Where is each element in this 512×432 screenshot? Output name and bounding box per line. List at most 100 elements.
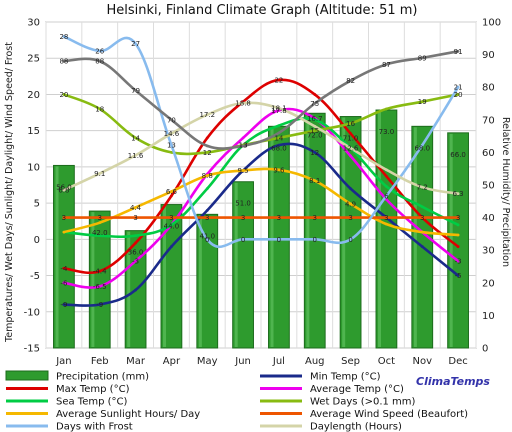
data-label: 8.1: [309, 177, 320, 185]
series-point: [313, 102, 317, 105]
y-tick-left: 30: [27, 18, 40, 29]
series-point: [277, 237, 281, 241]
data-labels: -4 -4.4 22 -9 -9 12 -5 -6 -6.5 -3 17.8 16.7 -3 13 12.6…: [56, 33, 466, 309]
data-label: 3: [456, 214, 460, 222]
series-point: [349, 237, 352, 241]
y-tick-left: 20: [27, 90, 40, 101]
series-point: [277, 124, 281, 127]
series-point: [134, 42, 137, 46]
data-label: 3: [205, 214, 209, 222]
series-point: [349, 202, 352, 206]
series-point: [134, 206, 137, 209]
series-point: [62, 188, 66, 192]
series-point: [134, 259, 137, 263]
precipitation-bar-highlight: [270, 127, 274, 347]
y-tick-right: 100: [482, 18, 501, 29]
data-label: 0: [241, 236, 245, 244]
precipitation-bar: [88, 210, 111, 349]
series-point: [313, 216, 317, 220]
data-label: 15: [310, 127, 319, 135]
series-point: [62, 303, 66, 306]
data-label: 3: [169, 214, 173, 222]
data-label: 16.7: [307, 115, 323, 123]
y-tick-right: 70: [482, 115, 495, 126]
data-label: 17.8: [271, 107, 287, 115]
data-label: 14: [131, 134, 140, 142]
series-point: [349, 132, 352, 135]
series-point: [62, 93, 66, 96]
series-point: [205, 113, 209, 117]
series-point: [420, 143, 424, 147]
y-tick-right: 20: [482, 278, 495, 289]
series-point: [385, 216, 388, 220]
data-label: 14.6: [164, 130, 180, 138]
data-label: 14: [274, 134, 283, 142]
data-label: 8.8: [202, 172, 213, 180]
series-point: [98, 285, 102, 288]
y-tick-right: 80: [482, 83, 495, 94]
precipitation-bar: [447, 132, 469, 349]
series-lines: [62, 35, 460, 307]
y-tick-left: 15: [27, 126, 40, 137]
legend-label: Average Sunlight Hours/ Day: [56, 409, 200, 420]
x-tick: Oct: [378, 356, 395, 367]
data-label: 6.6: [166, 188, 178, 196]
series-line: [62, 107, 460, 289]
series-point: [456, 216, 460, 220]
precipitation-bar-highlight: [378, 111, 382, 348]
series-point: [205, 216, 209, 220]
series-point: [205, 151, 209, 154]
series-point: [241, 216, 245, 220]
precipitation-bar: [232, 181, 254, 349]
series-point: [205, 174, 209, 177]
y-tick-left: 10: [27, 162, 40, 173]
series-point: [456, 223, 460, 227]
y-tick-left: 5: [34, 199, 40, 210]
precipitation-bar: [196, 213, 219, 349]
data-label: 75: [310, 100, 319, 108]
data-label: 3: [98, 214, 102, 222]
series-point: [349, 79, 352, 83]
series-point: [420, 100, 424, 104]
series-point: [170, 216, 173, 220]
series-point: [134, 241, 137, 245]
data-label: 3: [241, 214, 245, 222]
precipitation-label: 72.0: [307, 131, 323, 139]
data-label: 9.5: [238, 167, 249, 175]
precipitation-bar-highlight: [127, 231, 131, 347]
data-label: 3: [348, 214, 352, 222]
series-point: [98, 49, 102, 53]
data-label: -6: [60, 279, 68, 287]
series-point: [385, 185, 388, 188]
y-tick-right: 10: [482, 311, 495, 322]
precipitation-bar-highlight: [306, 114, 310, 347]
series-point: [170, 143, 173, 147]
data-label: 26: [95, 47, 104, 55]
series-line: [62, 78, 460, 275]
data-label: 6: [384, 192, 389, 200]
y-tick-left: -5: [30, 271, 40, 282]
series-point: [62, 59, 66, 63]
data-label: 0: [205, 236, 209, 244]
y-tick-left: -10: [24, 307, 40, 318]
data-label: 17.2: [199, 111, 215, 119]
series-point: [349, 154, 352, 158]
y-tick-right: 50: [482, 181, 495, 192]
data-label: 13: [239, 142, 248, 150]
legend-label: Precipitation (mm): [56, 372, 149, 383]
series-point: [98, 221, 102, 225]
series-point: [134, 288, 137, 292]
data-label: 12.6: [343, 145, 359, 153]
x-tick: Jul: [272, 356, 285, 367]
series-point: [170, 132, 173, 135]
series-point: [385, 174, 388, 178]
data-label: 20: [454, 91, 463, 99]
series-point: [349, 146, 352, 150]
data-label: 0: [348, 236, 352, 244]
series-point: [313, 237, 317, 241]
data-label: -4.4: [93, 268, 107, 276]
data-label: -6.5: [93, 283, 107, 291]
series-point: [134, 216, 137, 220]
series-point: [313, 151, 317, 154]
series-point: [241, 101, 245, 105]
